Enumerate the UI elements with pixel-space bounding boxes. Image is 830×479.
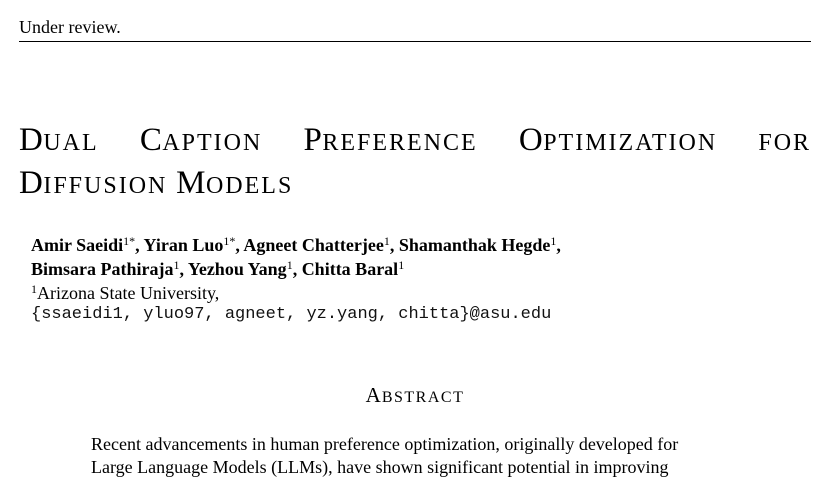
title-word: DUAL	[19, 122, 99, 158]
author-affil-mark: 1	[383, 234, 390, 248]
abstract-line: Large Language Models (LLMs), have shown…	[91, 457, 669, 477]
author-sep: ,	[179, 259, 188, 279]
affiliation: 1Arizona State University,	[31, 282, 219, 304]
abstract-heading-rest: BSTRACT	[381, 389, 465, 406]
author-line-1: Amir Saeidi1*, Yiran Luo1*, Agneet Chatt…	[31, 233, 561, 257]
title-word: CAPTION	[139, 122, 263, 158]
paper-title: DUAL CAPTION PREFERENCE OPTIMIZATION FOR…	[19, 120, 811, 206]
author-affil-mark: 1	[398, 258, 405, 272]
title-word: MODELS	[176, 165, 294, 201]
author-affil-mark: 1*	[223, 234, 236, 248]
affiliation-name: Arizona State University,	[37, 283, 220, 303]
author-affil-mark: 1*	[123, 234, 136, 248]
abstract-line: Recent advancements in human preference …	[91, 434, 679, 454]
author-name: Amir Saeidi	[31, 235, 124, 255]
author-emails: {ssaeidi1, yluo97, agneet, yz.yang, chit…	[31, 305, 552, 324]
title-word: OPTIMIZATION	[518, 122, 718, 158]
author-name: Chitta Baral	[301, 259, 399, 279]
author-line-2: Bimsara Pathiraja1, Yezhou Yang1, Chitta…	[31, 257, 561, 281]
author-affil-mark: 1	[550, 234, 557, 248]
running-header: Under review.	[19, 17, 121, 37]
title-word: PREFERENCE	[303, 122, 478, 158]
title-line-2: DIFFUSION MODELS	[19, 163, 811, 206]
author-sep: ,	[135, 235, 144, 255]
author-affil-mark: 1	[173, 258, 180, 272]
author-name: Shamanthak Hegde	[398, 235, 551, 255]
author-name: Yezhou Yang	[187, 259, 287, 279]
author-sep: ,	[235, 235, 244, 255]
author-sep: ,	[292, 259, 302, 279]
author-sep: ,	[389, 235, 399, 255]
title-word: DIFFUSION	[19, 165, 168, 201]
abstract-body: Recent advancements in human preference …	[91, 433, 741, 479]
author-sep: ,	[556, 235, 561, 255]
author-affil-mark: 1	[286, 258, 293, 272]
title-line-1: DUAL CAPTION PREFERENCE OPTIMIZATION FOR	[19, 120, 811, 163]
header-rule	[19, 41, 811, 42]
title-word: FOR	[758, 130, 812, 156]
author-name: Yiran Luo	[143, 235, 224, 255]
author-list: Amir Saeidi1*, Yiran Luo1*, Agneet Chatt…	[31, 233, 561, 281]
author-name: Agneet Chatterjee	[243, 235, 384, 255]
author-name: Bimsara Pathiraja	[31, 259, 174, 279]
abstract-heading: ABSTRACT	[0, 383, 830, 410]
affiliation-mark: 1	[31, 282, 37, 296]
abstract-heading-cap: A	[365, 383, 382, 407]
